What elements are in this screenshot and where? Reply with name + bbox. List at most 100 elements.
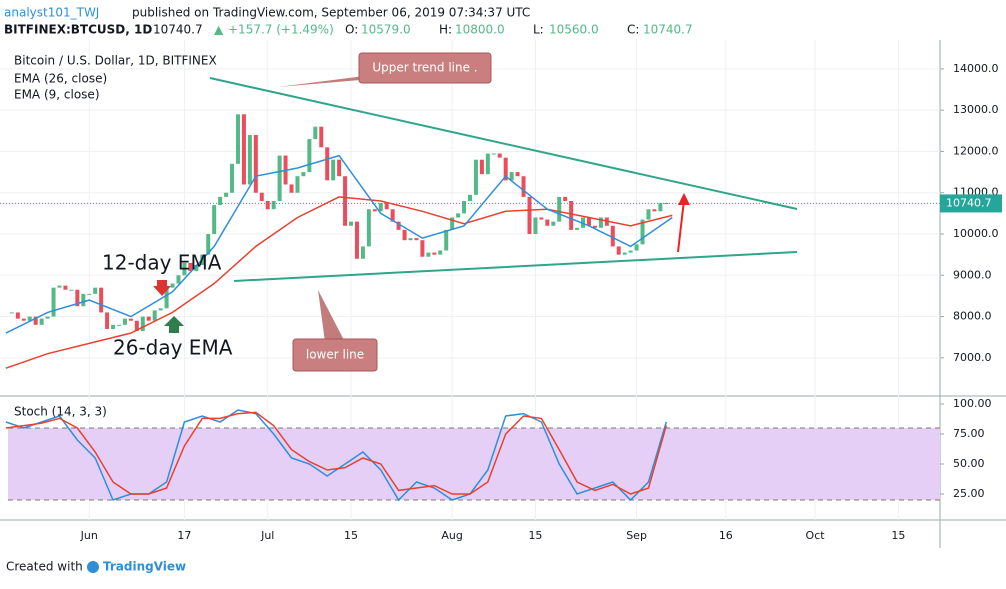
legend-entry: EMA (9, close) [14,88,100,102]
candle [337,159,342,177]
candle [111,324,116,329]
candle [146,316,151,321]
change: +157.7 (+1.49%) [228,23,334,37]
candle [610,225,615,247]
candle [224,192,229,197]
x-tick-label: Sep [626,529,647,542]
candle [616,246,621,255]
candle [63,285,68,290]
candle [331,159,336,181]
candle [271,200,276,210]
candle [325,147,330,181]
callout [358,52,492,84]
ohlc-label: O: [345,23,358,37]
candle [402,229,407,241]
logo [87,561,99,573]
candle [289,184,294,193]
candle [319,126,324,148]
candle [343,176,348,226]
ohlc-label: L: [533,23,544,37]
y-tick-label: 75.00 [953,427,985,440]
candle [545,219,550,226]
author[interactable]: analyst101_TWJ [4,6,99,20]
x-tick-label: 17 [177,529,191,542]
candle [218,196,223,206]
y-tick-label: 13000.0 [953,103,999,116]
candle [640,219,645,245]
callout-pointer [278,74,380,87]
candle [515,172,520,177]
candle [230,163,235,193]
candle [438,250,443,255]
candle [408,238,413,241]
x-tick-label: 15 [891,529,905,542]
candle [456,213,461,218]
candle [152,310,157,321]
y-tick-label: 9000.0 [953,268,992,281]
candle [468,194,472,201]
candle [450,217,455,230]
candle [188,262,193,272]
candle [586,217,591,226]
candle [473,159,478,195]
candle [140,316,145,332]
callout-pointer [318,290,345,342]
candle [503,157,508,181]
footer-text: Created with [6,560,83,574]
x-tick-label: Jun [80,529,98,542]
y-tick-label: 25.00 [953,487,985,500]
candle [349,221,354,226]
candle [313,126,318,140]
annotation: 12-day EMA [102,251,222,275]
legend: Bitcoin / U.S. Dollar, 1D, BITFINEX EMA (… [14,54,217,102]
y-tick-label: 14000.0 [953,62,999,75]
lower-trend-line [233,251,798,282]
candle [122,318,127,325]
candle [45,316,50,319]
candle [15,312,20,319]
candle [360,246,365,259]
upper-trend-line [209,77,798,210]
candle [420,240,425,257]
candle [75,289,80,307]
candle [170,283,175,288]
ohlc: O: 10579.0 H: 10800.0 L: 10560.0 C: 10740.7 [345,23,693,37]
candle [462,200,467,214]
candle [87,293,92,295]
arrow-down [153,280,171,296]
x-tick-label: 15 [528,529,542,542]
brand[interactable]: TradingView [103,560,186,574]
candle [366,209,371,247]
candle [295,176,300,193]
ohlc-label: C: [627,23,639,37]
candle [128,318,133,321]
candle [569,200,574,230]
candle [557,196,562,222]
line [5,409,668,502]
last-price-label: 10740.7 [946,196,992,209]
candle [301,172,306,177]
y-tick-label: 10000.0 [953,227,999,240]
candle [206,234,211,255]
published: published on TradingView.com, September … [132,6,530,20]
candle [509,172,514,181]
candle [51,287,56,317]
candle [444,229,449,251]
candle [521,176,526,197]
candle [39,318,44,325]
candle [265,200,270,210]
candle [628,250,633,253]
y-tick-label: 100.00 [953,397,992,410]
x-tick-label: Jul [260,529,274,542]
candle [652,209,657,212]
candle [598,217,603,228]
candle [396,221,401,230]
candle [563,196,568,201]
candle [390,209,395,222]
candle [235,114,240,164]
candle [378,203,383,212]
candle [354,221,359,259]
ohlc-value: 10740.7 [643,23,693,37]
ohlc-value: 10579.0 [361,23,411,37]
arrow-up [164,316,184,333]
